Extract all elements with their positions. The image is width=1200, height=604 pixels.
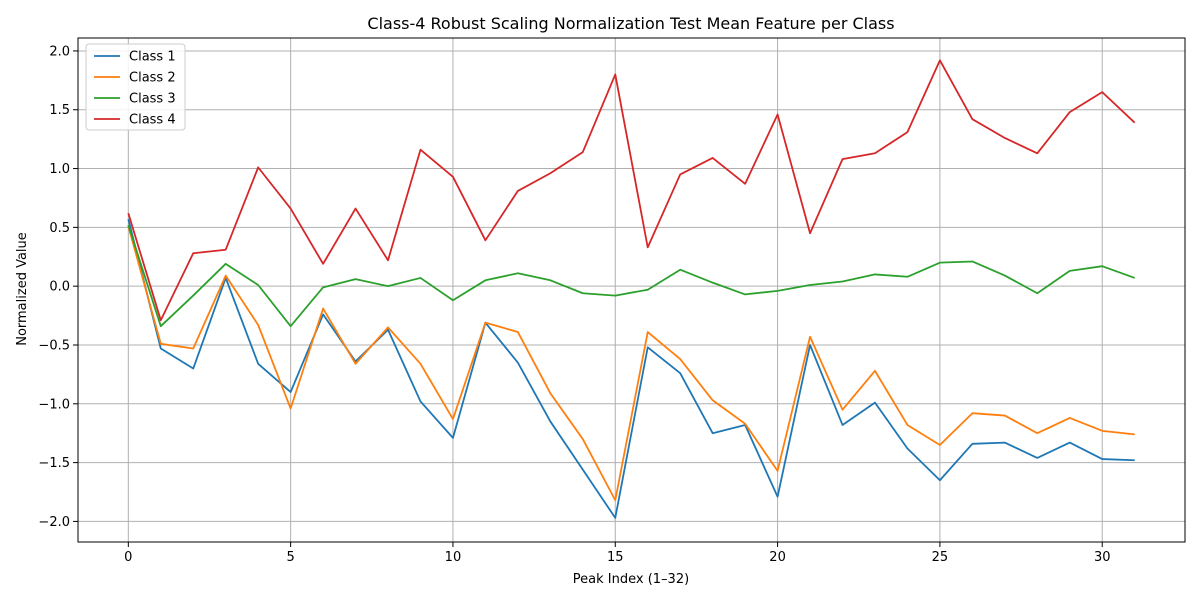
legend-box [85,43,186,131]
y-tick-label: −1.0 [38,397,70,412]
legend: Class 1 Class 2 Class 3 Class 4 [85,43,186,131]
y-tick-label: 2.0 [49,44,70,59]
x-axis-label: Peak Index (1–32) [573,572,689,587]
grid-lines [78,38,1185,542]
y-axis-ticks: −2.0 −1.5 −1.0 −0.5 0.0 0.5 1.0 1.5 2.0 [38,44,78,530]
series-line-class-2 [127,225,1135,502]
series-line-class-4 [127,59,1136,322]
x-tick-label: 30 [1094,550,1111,565]
y-tick-label: −0.5 [38,338,70,353]
legend-label-class-1: Class 1 [129,50,176,65]
plot-frame [77,37,1186,543]
x-tick-label: 5 [286,550,294,565]
legend-label-class-4: Class 4 [129,113,176,128]
y-tick-label: 1.5 [49,103,70,118]
y-tick-label: 0.0 [49,280,70,295]
y-tick-label: 1.0 [49,162,70,177]
series-lines [127,59,1136,519]
legend-label-class-2: Class 2 [129,71,176,86]
y-axis-label: Normalized Value [15,232,30,346]
series-line-class-1 [127,218,1135,519]
legend-label-class-3: Class 3 [129,92,176,107]
y-tick-label: 0.5 [49,221,70,236]
series-line-class-3 [127,224,1135,328]
x-axis-ticks: 0 5 10 15 20 25 30 [124,542,1110,565]
chart-title: Class-4 Robust Scaling Normalization Tes… [367,14,894,33]
y-tick-label: −2.0 [38,515,70,530]
x-tick-label: 10 [445,550,462,565]
x-tick-label: 0 [124,550,132,565]
x-tick-label: 15 [607,550,624,565]
x-tick-label: 20 [769,550,786,565]
x-tick-label: 25 [932,550,949,565]
y-tick-label: −1.5 [38,456,70,471]
